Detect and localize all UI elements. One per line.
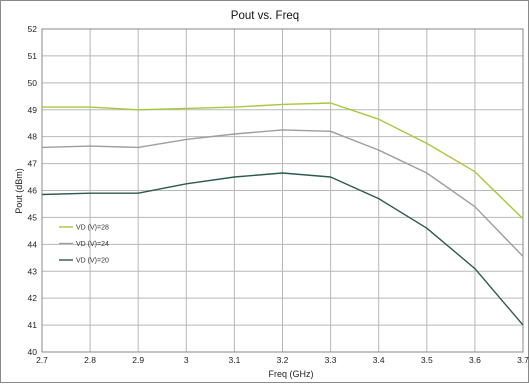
x-tick-label: 3.3 <box>325 355 337 365</box>
y-axis-title: Pout (dBm) <box>14 168 24 214</box>
x-tick-label: 3.6 <box>469 355 481 365</box>
x-tick-label: 2.8 <box>84 355 96 365</box>
y-tick-label: 44 <box>28 239 38 249</box>
axes: 40 41 42 43 44 45 46 47 48 49 50 51 52 2.7 2.8 2.9 3 3.1 3… <box>28 24 529 365</box>
y-tick-label: 42 <box>28 293 38 303</box>
series-line-1 <box>42 102 524 220</box>
y-tick-label: 45 <box>28 212 38 222</box>
y-tick-label: 51 <box>28 51 38 61</box>
y-tick-label: 48 <box>28 132 38 142</box>
legend-label: VD (V)=20 <box>76 258 109 265</box>
y-tick-label: 43 <box>28 266 38 276</box>
x-tick-label: 3.2 <box>277 355 289 365</box>
y-tick-label: 40 <box>28 347 38 357</box>
series-line-3 <box>41 172 524 326</box>
x-tick-label: 2.9 <box>132 355 144 365</box>
x-tick-label: 3.4 <box>373 355 385 365</box>
y-tick-label: 46 <box>28 186 38 196</box>
y-tick-label: 50 <box>28 78 38 88</box>
x-axis-title: Freq (GHz) <box>269 369 314 379</box>
y-tick-label: 41 <box>28 320 38 330</box>
legend-label: VD (V)=24 <box>76 241 109 248</box>
x-tick-label: 3.1 <box>228 355 240 365</box>
legend-label: VD (V)=28 <box>76 225 109 232</box>
y-tick-label: 47 <box>28 159 38 169</box>
x-tick-label: 3 <box>184 355 189 365</box>
legend: VD (V)=28 VD (V)=24 VD (V)=20 <box>59 225 109 265</box>
plot-area-border <box>41 28 524 353</box>
y-tick-label: 49 <box>28 105 38 115</box>
series-line-2 <box>41 129 524 257</box>
x-tick-label: 3.5 <box>421 355 433 365</box>
x-tick-label: 2.7 <box>36 355 48 365</box>
x-tick-label: 3.7 <box>517 355 529 365</box>
chart-title: Pout vs. Freq <box>231 10 299 22</box>
series-lines <box>41 102 524 326</box>
y-tick-label: 52 <box>28 24 38 34</box>
